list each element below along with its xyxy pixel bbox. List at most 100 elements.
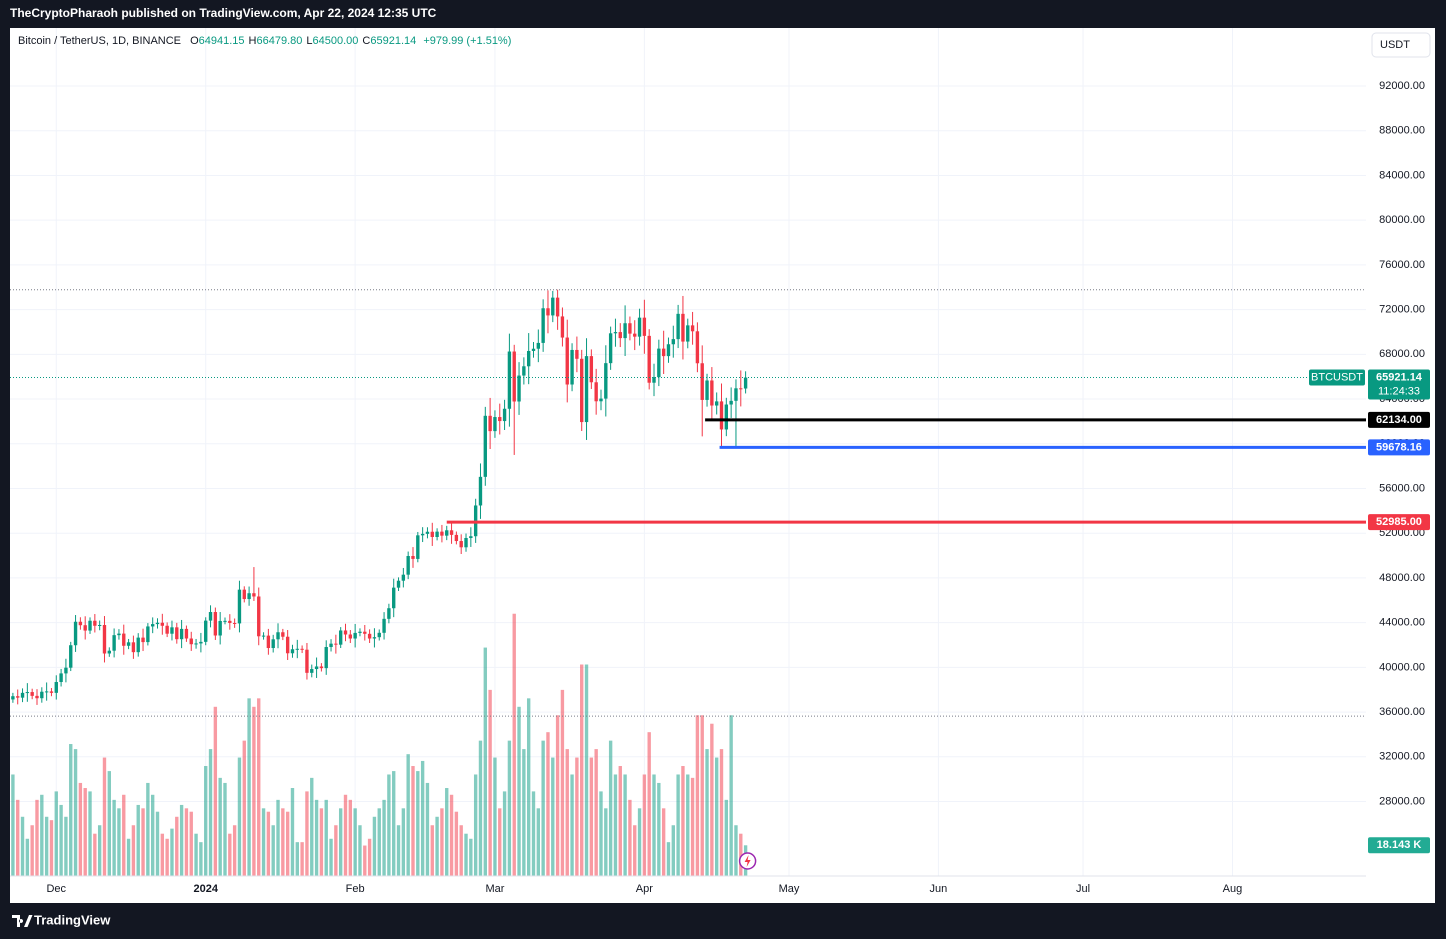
candle-body (16, 696, 20, 698)
volume-bar (285, 811, 290, 876)
candle-body (363, 631, 367, 634)
candle-body (126, 642, 131, 646)
candle-body (454, 534, 459, 542)
candle-body (633, 333, 637, 337)
candle-body (430, 531, 434, 538)
volume-bar (44, 816, 49, 876)
candle-body (416, 535, 420, 559)
candle-body (734, 388, 738, 401)
candle-body (594, 382, 598, 402)
currency-button[interactable]: USDT (1371, 32, 1431, 58)
candle-body (493, 417, 497, 432)
volume-bar (126, 838, 131, 876)
volume-bar (570, 774, 574, 876)
candle-body (69, 645, 73, 668)
candle-body (40, 691, 44, 699)
candle-body (136, 637, 140, 653)
volume-bar (213, 706, 218, 876)
volume-bar (218, 777, 222, 876)
volume-bar (11, 774, 15, 876)
candle-body (78, 621, 83, 626)
volume-bar (49, 820, 54, 876)
footer-logo[interactable]: TradingView (12, 912, 111, 927)
y-tick-label: 72000.00 (1379, 304, 1425, 316)
volume-bar (478, 740, 483, 876)
candle-body (589, 356, 594, 383)
candle-body (305, 649, 309, 673)
legend-value: 66479.80 (257, 35, 303, 47)
volume-bar (141, 808, 145, 876)
candle-body (276, 632, 280, 640)
volume-bar (425, 782, 430, 876)
publisher: TheCryptoPharaoh published on TradingVie… (10, 6, 437, 20)
candle-body (526, 350, 531, 367)
y-tick-label: 28000.00 (1379, 795, 1425, 807)
volume-bar (584, 664, 589, 876)
x-tick-label: Mar (485, 883, 504, 895)
volume-bar (589, 757, 594, 876)
y-tick-label: 80000.00 (1379, 214, 1425, 226)
volume-bar (502, 791, 507, 876)
volume-bar (338, 808, 343, 876)
candle-body (242, 589, 246, 600)
candle-body (165, 625, 169, 634)
candle-body (146, 626, 150, 643)
volume-bar (223, 782, 227, 876)
candle-body (661, 348, 666, 357)
candle-body (334, 643, 338, 645)
candle-body (30, 692, 34, 696)
candle-body (575, 349, 579, 359)
candle-body (237, 589, 242, 624)
volume-bar (608, 740, 613, 876)
volume-bar (290, 788, 295, 876)
candle-body (618, 332, 622, 339)
volume-bar (739, 833, 743, 876)
countdown: 11:24:33 (1378, 385, 1420, 397)
level-tag-label: 62134.00 (1376, 414, 1422, 426)
candle-body (464, 538, 468, 548)
volume-bar (372, 816, 377, 876)
volume-bar (493, 757, 497, 876)
volume-bar (20, 816, 25, 876)
candle-body (213, 612, 218, 636)
candle-body (507, 351, 512, 409)
candle-body (488, 415, 492, 432)
candle-body (20, 692, 25, 698)
candle-body (406, 556, 410, 575)
candle-body (555, 297, 560, 317)
candle-body (536, 342, 541, 349)
candle-body (131, 642, 136, 653)
volume-bar (136, 804, 140, 876)
volume-bar (647, 732, 651, 876)
level-tag (1368, 411, 1430, 428)
logo-icon (12, 915, 33, 927)
candle-body (613, 332, 618, 334)
volume-bar (295, 842, 299, 876)
level-tag-label: 52985.00 (1376, 516, 1422, 528)
candle-body (599, 398, 603, 402)
candle-body (64, 667, 68, 674)
x-tick-label: Jul (1076, 883, 1090, 895)
volume-bar (628, 799, 632, 876)
volume-bar (122, 794, 126, 876)
volume-bar (387, 774, 391, 876)
volume-bar (623, 774, 627, 876)
volume-bar (652, 774, 656, 876)
volume-bar (252, 706, 256, 876)
volume-bar (112, 799, 116, 876)
volume-bar (551, 757, 555, 876)
volume-bar (671, 825, 675, 876)
candle-body (281, 632, 285, 637)
volume-bar (314, 799, 319, 876)
candle-body (348, 634, 353, 639)
legend-value: 64941.15 (199, 35, 245, 47)
candle-body (522, 366, 526, 376)
volume-bar (93, 833, 97, 876)
grid (10, 28, 1366, 876)
legend-value: 65921.14 (370, 35, 416, 47)
volume-bar (25, 838, 30, 876)
candle-body (372, 637, 377, 639)
candle-body (73, 621, 78, 646)
candle-body (502, 408, 507, 422)
candle-body (671, 339, 675, 345)
